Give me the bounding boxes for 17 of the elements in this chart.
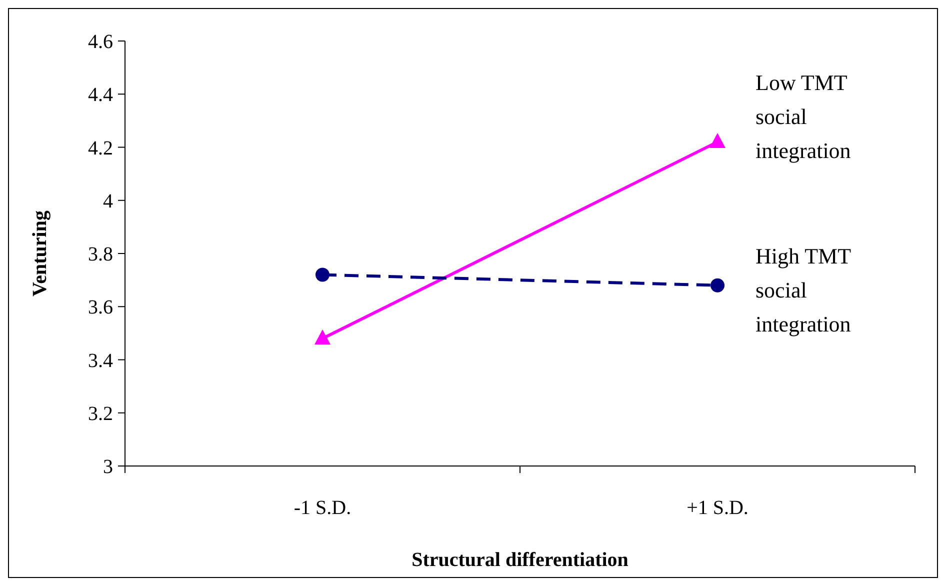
y-tick-label: 3.6 xyxy=(88,296,113,319)
point xyxy=(316,268,330,282)
x-tick-label: -1 S.D. xyxy=(294,497,352,519)
y-tick-label: 3.8 xyxy=(88,244,113,266)
y-tick-label: 4.6 xyxy=(88,31,113,53)
y-tick-label: 4 xyxy=(103,190,113,212)
y-tick-label: 4.2 xyxy=(88,137,113,160)
y-tick-label: 3.2 xyxy=(88,402,113,425)
x-axis-title: Structural differentiation xyxy=(412,549,628,571)
point xyxy=(710,278,724,292)
y-tick-label: 3 xyxy=(103,456,113,478)
series-label: Low TMT social integration xyxy=(756,70,851,163)
y-tick-label: 3.4 xyxy=(88,350,113,372)
series-label: High TMT social integration xyxy=(756,243,852,336)
y-tick-label: 4.4 xyxy=(88,84,113,106)
y-axis-title: Venturing xyxy=(29,210,51,296)
x-tick-label: +1 S.D. xyxy=(686,497,748,519)
